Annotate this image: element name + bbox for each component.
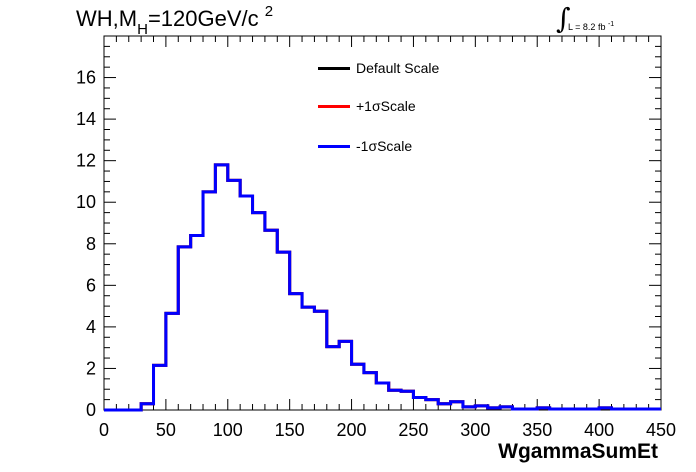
legend-swatch-minus (318, 144, 350, 148)
y-tick-label: 16 (76, 68, 96, 88)
y-tick-label: 8 (86, 234, 96, 254)
x-tick-label: 250 (398, 420, 428, 440)
legend-swatch-default (318, 66, 350, 70)
x-tick-label: 400 (584, 420, 614, 440)
legend-item-default: Default Scale (318, 58, 439, 78)
x-tick-label: 50 (156, 420, 176, 440)
title-subscript: H (137, 21, 148, 38)
integral-symbol: ∫ (556, 2, 571, 35)
x-tick-label: 350 (522, 420, 552, 440)
luminosity-value: L = 8.2 fb (568, 22, 606, 32)
x-tick-label: 300 (460, 420, 490, 440)
histogram-line-series-2 (104, 163, 661, 412)
legend-label-minus: -1σScale (356, 138, 413, 154)
legend-item-minus: -1σScale (318, 136, 412, 156)
y-tick-label: 14 (76, 109, 96, 129)
title-superscript: 2 (264, 3, 274, 20)
y-tick-label: 0 (86, 400, 96, 420)
x-tick-label: 100 (213, 420, 243, 440)
legend-swatch-plus (318, 104, 350, 108)
luminosity-text: L = 8.2 fb -1 (568, 21, 615, 32)
plot-frame (103, 35, 662, 411)
histogram-series (104, 163, 661, 412)
x-tick-label: 200 (337, 420, 367, 440)
x-tick-label: 0 (99, 420, 109, 440)
y-tick-label: 10 (76, 192, 96, 212)
y-tick-label: 6 (86, 275, 96, 295)
histogram-line-series-1 (104, 163, 661, 412)
y-tick-label: 4 (86, 317, 96, 337)
chart-title: WH,MH=120GeV/c 2 (76, 3, 274, 38)
legend-label-default: Default Scale (356, 60, 440, 76)
luminosity-exponent: -1 (607, 21, 615, 28)
axis-tick-labels: 0 50 100 150 200 250 300 350 400 450 0 2 4 6 8 10 12 14 16 (76, 68, 676, 440)
legend-item-plus: +1σScale (318, 96, 416, 116)
x-tick-label: 150 (275, 420, 305, 440)
x-tick-label: 450 (646, 420, 676, 440)
title-rest: =120GeV/c (147, 6, 259, 31)
y-tick-label: 12 (76, 151, 96, 171)
x-axis-label: WgammaSumEt (498, 440, 658, 463)
axis-ticks (103, 35, 662, 411)
title-main: WH,M (76, 6, 138, 31)
histogram-line-series-0 (104, 163, 661, 412)
legend-label-plus: +1σScale (356, 98, 416, 114)
y-tick-label: 2 (86, 358, 96, 378)
